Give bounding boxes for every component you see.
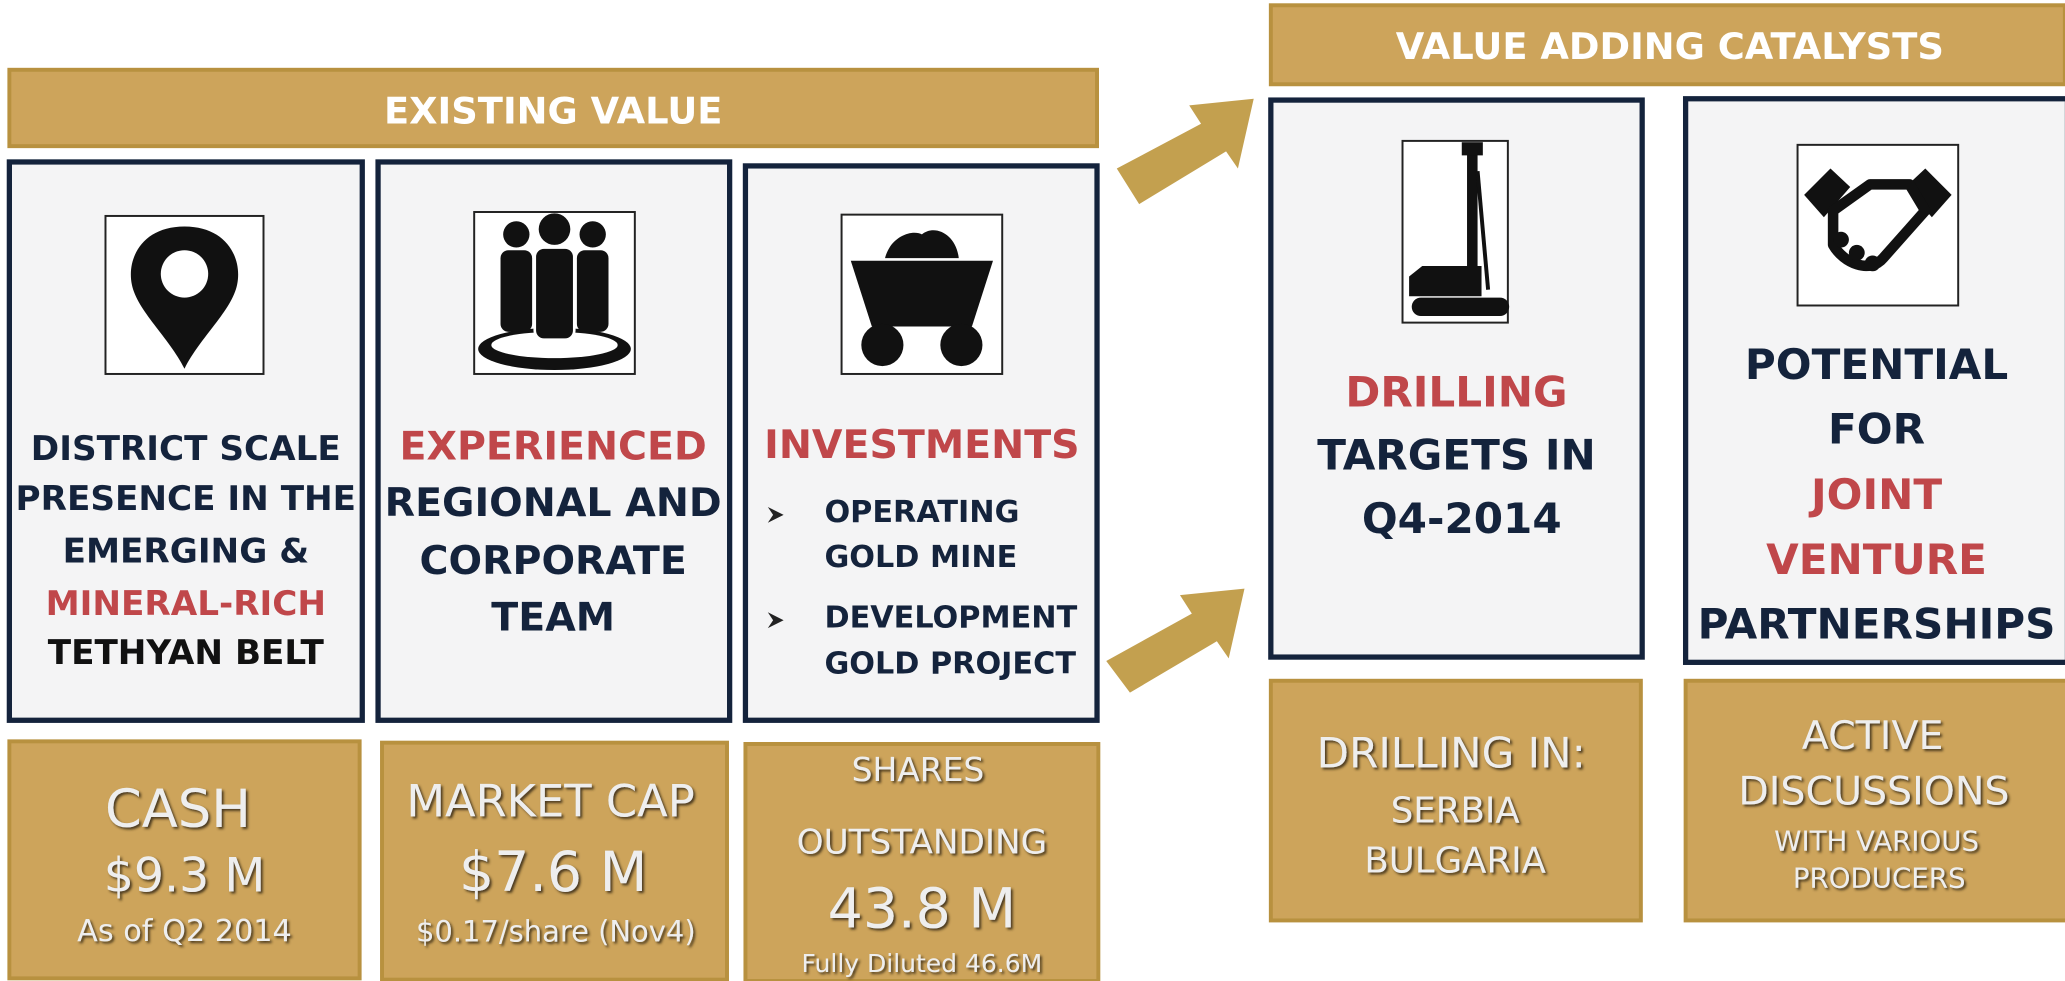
detail-text: DISCUSSIONS xyxy=(1738,769,2009,815)
bullet-text: GOLD MINE xyxy=(824,540,1017,575)
bullet xyxy=(767,506,784,523)
header: EXISTING VALUE xyxy=(384,90,722,133)
card-text: PRESENCE IN THE xyxy=(16,479,357,519)
card-text: TARGETS IN xyxy=(1317,431,1596,480)
mine-cart-icon xyxy=(840,213,1004,375)
stat-box xyxy=(380,740,729,981)
card-text: JOINT xyxy=(1808,470,1942,519)
header-bar xyxy=(1268,3,2065,87)
detail-text: WITH VARIOUS xyxy=(1774,825,1979,858)
detail-text: PRODUCERS xyxy=(1793,862,1966,895)
team-icon xyxy=(473,211,636,375)
arrow xyxy=(1116,98,1254,205)
stat-note: Fully Diluted 46.6M xyxy=(802,949,1043,978)
card-text: POTENTIAL xyxy=(1745,340,2008,389)
bullet-text: OPERATING xyxy=(824,495,1019,530)
bullet xyxy=(767,612,784,629)
card-text: CORPORATE xyxy=(420,538,687,584)
detail-text: SERBIA xyxy=(1391,790,1521,831)
handshake-icon xyxy=(1796,143,1960,307)
stat-note: As of Q2 2014 xyxy=(77,914,292,949)
detail-text: DRILLING IN: xyxy=(1317,728,1586,777)
card-text: EMERGING & xyxy=(63,532,309,572)
stat-value: $9.3 M xyxy=(104,848,265,903)
stat-value: 43.8 M xyxy=(828,878,1016,942)
card-text: EXPERIENCED xyxy=(400,424,707,470)
card-text: DRILLING xyxy=(1345,368,1567,417)
bullet-text: GOLD PROJECT xyxy=(824,646,1076,681)
stat-value: $7.6 M xyxy=(459,841,647,905)
stat-label: OUTSTANDING xyxy=(797,823,1047,863)
stat-label: MARKET CAP xyxy=(406,775,694,828)
card-text: Q4-2014 xyxy=(1362,494,1562,543)
stat-box xyxy=(743,742,1101,981)
card-text: TEAM xyxy=(491,595,615,641)
header: VALUE ADDING CATALYSTS xyxy=(1396,25,1944,68)
detail-box xyxy=(1268,678,1643,923)
arrow xyxy=(1106,588,1245,693)
card-text: DISTRICT SCALE xyxy=(31,429,341,469)
stat-note: $0.17/share (Nov4) xyxy=(416,915,696,949)
stat-label: CASH xyxy=(105,779,251,840)
stat-label: SHARES xyxy=(852,750,985,789)
header-bar xyxy=(7,67,1099,149)
drill-icon xyxy=(1401,139,1510,324)
card-text: VENTURE xyxy=(1766,535,1987,584)
stat-box xyxy=(7,739,362,981)
detail-text: ACTIVE xyxy=(1802,713,1944,759)
card-title: INVESTMENTS xyxy=(764,422,1079,468)
detail-box xyxy=(1683,678,2065,923)
card-text: REGIONAL AND xyxy=(385,480,722,526)
card-text: TETHYAN BELT xyxy=(48,633,325,673)
card-text: FOR xyxy=(1828,404,1925,453)
card-text: PARTNERSHIPS xyxy=(1698,599,2056,648)
pin-icon xyxy=(104,214,265,375)
bullet-text: DEVELOPMENT xyxy=(824,600,1077,635)
card-text: MINERAL-RICH xyxy=(46,584,326,624)
detail-text: BULGARIA xyxy=(1364,840,1546,881)
